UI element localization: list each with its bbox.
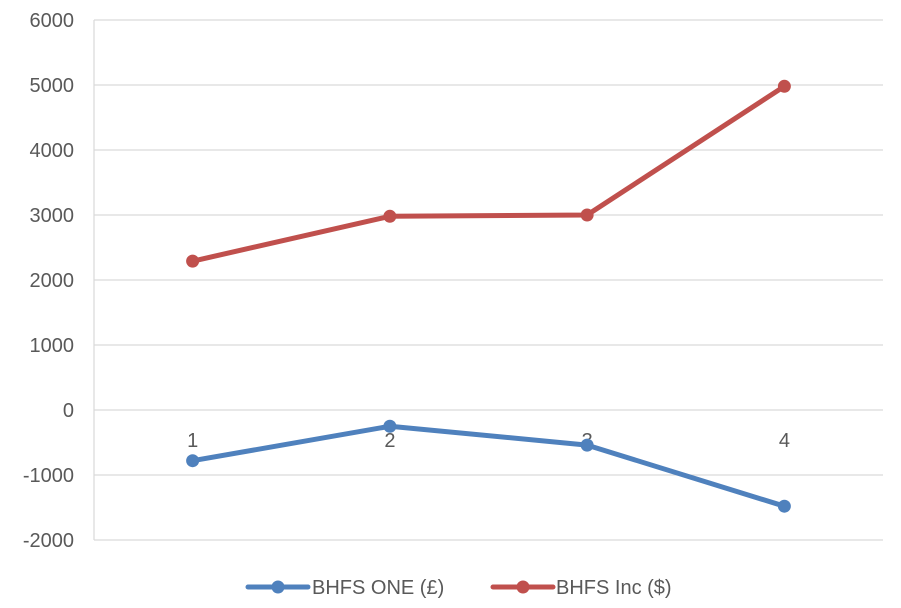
data-point <box>383 419 397 433</box>
x-tick-label: 2 <box>384 430 395 452</box>
series <box>186 79 791 513</box>
data-point <box>580 438 594 452</box>
data-point <box>186 454 200 468</box>
legend-label: BHFS ONE (£) <box>312 577 444 599</box>
y-tick-label: -1000 <box>23 465 74 487</box>
y-tick-label: 0 <box>63 400 74 422</box>
series-line-2 <box>190 83 787 264</box>
legend-label: BHFS Inc ($) <box>556 577 672 599</box>
x-tick-label: 4 <box>779 430 790 452</box>
y-tick-label: 4000 <box>30 140 75 162</box>
data-point <box>777 499 791 513</box>
y-tick-label: 3000 <box>30 205 75 227</box>
data-point <box>580 208 594 222</box>
x-tick-label: 1 <box>187 430 198 452</box>
series-line-1 <box>190 423 787 509</box>
y-tick-label: -2000 <box>23 530 74 552</box>
data-point <box>186 254 200 268</box>
y-tick-label: 6000 <box>30 10 75 32</box>
legend-marker <box>516 580 530 594</box>
legend-item: BHFS Inc ($) <box>490 577 672 599</box>
y-tick-label: 2000 <box>30 270 75 292</box>
y-tick-label: 1000 <box>30 335 75 357</box>
data-point <box>383 209 397 223</box>
y-tick-label: 5000 <box>30 75 75 97</box>
data-point <box>777 79 791 93</box>
legend-item: BHFS ONE (£) <box>245 577 444 599</box>
gridlines <box>94 19 883 541</box>
legend: BHFS ONE (£) BHFS Inc ($) <box>245 577 672 599</box>
legend-marker <box>271 580 285 594</box>
